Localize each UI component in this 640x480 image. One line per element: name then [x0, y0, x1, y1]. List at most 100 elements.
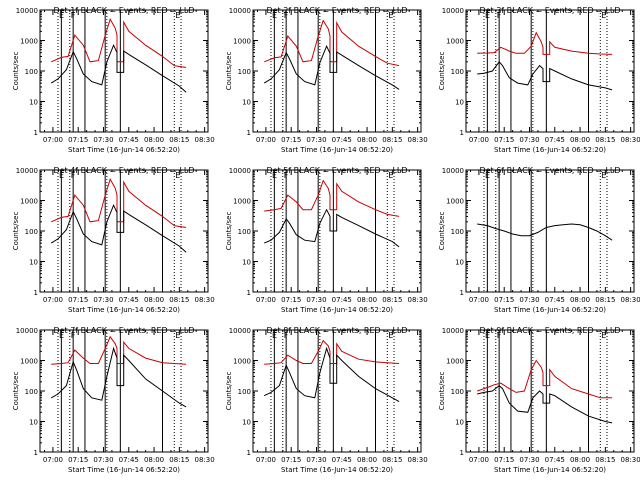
y-tick-label: 100	[25, 68, 38, 76]
x-tick-label: 08:15	[595, 136, 615, 144]
y-tick-label: 1000	[446, 38, 464, 46]
x-tick-label: 07:45	[545, 136, 565, 144]
x-tick-label: 07:45	[332, 456, 352, 464]
y-tick-label: 100	[238, 68, 251, 76]
x-tick-label: 07:00	[43, 136, 63, 144]
plot-title: Det 5f BLACK = Events, RED = LLD	[266, 166, 407, 175]
marker-letter: E	[485, 171, 490, 180]
series-events-line	[50, 43, 187, 93]
x-tick-label: 07:00	[43, 456, 63, 464]
y-tick-label: 1	[460, 289, 464, 297]
x-axis-label: Start Time (16-Jun-14 06:52:20)	[68, 466, 180, 474]
marker-letter: E	[601, 11, 606, 20]
series-lld-line	[51, 17, 187, 68]
plot-title: Det 1f BLACK = Events, RED = LLD	[53, 6, 194, 15]
y-tick-label: 1000	[20, 38, 38, 46]
marker-letter: E	[485, 11, 490, 20]
y-tick-label: 1	[34, 289, 38, 297]
x-tick-label: 07:00	[256, 136, 276, 144]
marker-letter: F	[71, 171, 76, 180]
x-tick-label: 08:30	[195, 296, 215, 304]
y-tick-label: 1	[34, 449, 38, 457]
x-tick-label: 08:15	[382, 456, 402, 464]
marker-letter: F	[497, 331, 502, 340]
x-tick-label: 07:15	[494, 136, 514, 144]
y-tick-label: 1000	[20, 358, 38, 366]
x-tick-label: 08:30	[621, 296, 640, 304]
y-tick-label: 1	[460, 449, 464, 457]
x-tick-label: 08:15	[595, 296, 615, 304]
y-axis-label: Counts/sec	[225, 52, 233, 91]
plot-title: Det 6f BLACK = Events, RED = LLD	[479, 166, 620, 175]
y-tick-label: 100	[451, 388, 464, 396]
x-tick-label: 07:45	[332, 136, 352, 144]
series-lld-line	[477, 31, 613, 55]
plot-title: Det 3f BLACK = Events, RED = LLD	[479, 6, 620, 15]
marker-letter: E	[272, 331, 277, 340]
y-tick-label: 100	[25, 228, 38, 236]
marker-letter: E	[175, 11, 180, 20]
series-events-line	[264, 208, 400, 248]
marker-letter: E	[601, 171, 606, 180]
x-tick-label: 07:45	[332, 296, 352, 304]
y-tick-label: 1	[34, 129, 38, 137]
x-tick-label: 08:00	[144, 296, 164, 304]
marker-letter: E	[388, 331, 393, 340]
plot-frame	[465, 169, 635, 293]
x-axis-label: Start Time (16-Jun-14 06:52:20)	[68, 146, 180, 154]
y-tick-label: 1	[247, 129, 251, 137]
series-lld-line	[264, 19, 400, 67]
x-tick-label: 08:15	[169, 296, 189, 304]
x-axis-label: Start Time (16-Jun-14 06:52:20)	[68, 306, 180, 314]
x-tick-label: 07:30	[519, 456, 539, 464]
x-tick-label: 07:45	[119, 296, 139, 304]
y-tick-label: 10	[29, 259, 38, 267]
y-tick-label: 1000	[233, 38, 251, 46]
y-tick-label: 10000	[442, 327, 464, 335]
x-tick-label: 08:00	[570, 456, 590, 464]
x-tick-label: 07:15	[68, 136, 88, 144]
y-tick-label: 1000	[446, 358, 464, 366]
x-tick-label: 07:30	[306, 296, 326, 304]
y-tick-label: 10000	[229, 327, 251, 335]
y-tick-label: 10000	[16, 7, 38, 15]
x-tick-label: 08:30	[621, 136, 640, 144]
series-events-line	[477, 384, 613, 424]
series-events-line	[263, 44, 400, 90]
y-tick-label: 1	[460, 129, 464, 137]
marker-letter: E	[272, 171, 277, 180]
marker-letter: F	[497, 171, 502, 180]
y-tick-label: 10	[242, 99, 251, 107]
y-tick-label: 10000	[229, 167, 251, 175]
y-tick-label: 10	[455, 99, 464, 107]
x-tick-label: 08:30	[195, 456, 215, 464]
marker-letter: E	[388, 11, 393, 20]
y-tick-label: 10	[29, 99, 38, 107]
marker-letter: E	[59, 331, 64, 340]
x-tick-label: 08:15	[169, 456, 189, 464]
y-tick-label: 1000	[446, 198, 464, 206]
x-tick-label: 07:15	[494, 296, 514, 304]
y-tick-label: 10	[455, 259, 464, 267]
x-tick-label: 08:15	[595, 456, 615, 464]
y-tick-label: 100	[451, 228, 464, 236]
x-tick-label: 07:15	[281, 456, 301, 464]
marker-letter: E	[175, 331, 180, 340]
x-tick-label: 07:30	[93, 296, 113, 304]
marker-letter: F	[284, 331, 289, 340]
x-tick-label: 07:00	[469, 456, 489, 464]
x-axis-label: Start Time (16-Jun-14 06:52:20)	[281, 306, 393, 314]
x-tick-label: 08:00	[357, 456, 377, 464]
x-tick-label: 07:30	[519, 136, 539, 144]
y-tick-label: 10	[29, 419, 38, 427]
x-tick-label: 07:45	[545, 456, 565, 464]
y-axis-label: Counts/sec	[438, 372, 446, 411]
plot-title: Det 8f BLACK = Events, RED = LLD	[266, 326, 407, 335]
y-axis-label: Counts/sec	[438, 212, 446, 251]
y-tick-label: 10000	[442, 7, 464, 15]
